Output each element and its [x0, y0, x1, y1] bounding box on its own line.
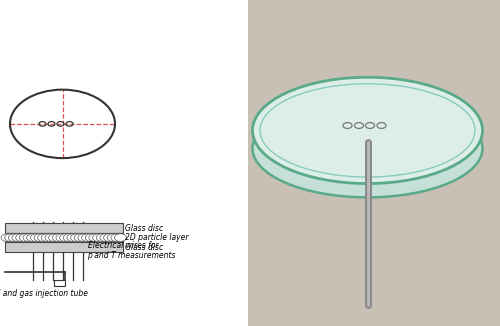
Circle shape: [64, 234, 75, 242]
Circle shape: [42, 234, 53, 242]
Circle shape: [45, 234, 57, 242]
Circle shape: [16, 234, 28, 242]
Circle shape: [78, 234, 90, 242]
Circle shape: [111, 234, 123, 242]
Circle shape: [74, 234, 86, 242]
Circle shape: [56, 234, 68, 242]
Circle shape: [23, 234, 35, 242]
Text: Glass disc: Glass disc: [125, 224, 163, 233]
Text: 2D particle layer: 2D particle layer: [125, 233, 188, 242]
Bar: [5, 223, 122, 233]
Circle shape: [1, 234, 13, 242]
Circle shape: [67, 234, 79, 242]
Circle shape: [26, 234, 38, 242]
Circle shape: [34, 234, 46, 242]
Text: Electrical wires for
p and T measurements: Electrical wires for p and T measurement…: [88, 241, 176, 260]
Circle shape: [8, 234, 20, 242]
Circle shape: [30, 234, 42, 242]
Circle shape: [48, 234, 60, 242]
Circle shape: [4, 234, 16, 242]
Circle shape: [52, 234, 64, 242]
Circle shape: [70, 234, 83, 242]
Circle shape: [104, 234, 116, 242]
Circle shape: [100, 234, 112, 242]
Circle shape: [92, 234, 104, 242]
Text: Fluid and gas injection tube: Fluid and gas injection tube: [0, 289, 88, 298]
Circle shape: [96, 234, 108, 242]
Circle shape: [82, 234, 94, 242]
Circle shape: [89, 234, 101, 242]
Circle shape: [20, 234, 32, 242]
Ellipse shape: [252, 77, 482, 184]
Circle shape: [114, 234, 126, 242]
Circle shape: [60, 234, 72, 242]
Text: Glass disc: Glass disc: [125, 243, 163, 252]
Bar: [5, 242, 122, 252]
Ellipse shape: [252, 99, 482, 197]
Circle shape: [86, 234, 97, 242]
Bar: [248, 0, 500, 326]
Circle shape: [107, 234, 119, 242]
Bar: [54, 280, 65, 286]
Bar: [5, 233, 122, 242]
Circle shape: [12, 234, 24, 242]
Circle shape: [38, 234, 50, 242]
